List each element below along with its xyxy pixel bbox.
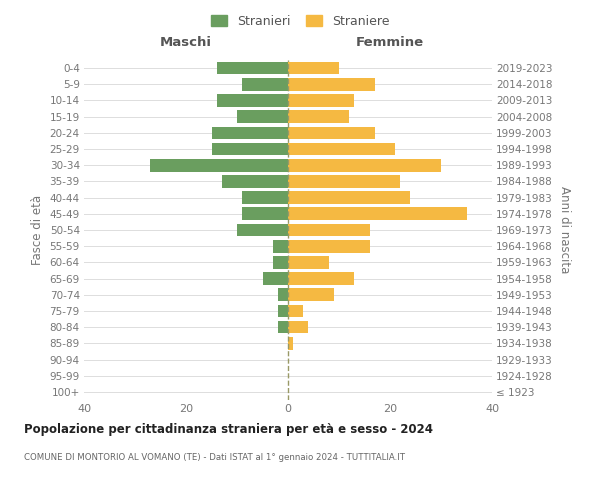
Text: COMUNE DI MONTORIO AL VOMANO (TE) - Dati ISTAT al 1° gennaio 2024 - TUTTITALIA.I: COMUNE DI MONTORIO AL VOMANO (TE) - Dati… (24, 452, 405, 462)
Bar (217, 94, 288, 107)
Bar (288, 175, 400, 188)
Bar (273, 256, 288, 268)
Bar (151, 159, 288, 172)
Bar (242, 192, 288, 204)
Bar (288, 321, 308, 334)
Bar (263, 272, 288, 285)
Bar (288, 78, 375, 90)
Bar (288, 224, 370, 236)
Bar (288, 240, 370, 252)
Bar (222, 175, 288, 188)
Bar (242, 78, 288, 90)
Y-axis label: Fasce di età: Fasce di età (31, 195, 44, 265)
Bar (288, 288, 334, 301)
Bar (217, 62, 288, 74)
Bar (278, 304, 288, 318)
Bar (237, 224, 288, 236)
Bar (288, 142, 395, 156)
Bar (288, 110, 349, 123)
Bar (288, 337, 293, 349)
Bar (273, 240, 288, 252)
Y-axis label: Anni di nascita: Anni di nascita (559, 186, 571, 274)
Text: Femmine: Femmine (356, 36, 424, 49)
Bar (212, 126, 288, 139)
Bar (242, 208, 288, 220)
Bar (278, 288, 288, 301)
Bar (288, 272, 355, 285)
Bar (288, 126, 375, 139)
Bar (288, 208, 467, 220)
Bar (212, 142, 288, 156)
Bar (288, 256, 329, 268)
Bar (288, 94, 355, 107)
Text: Popolazione per cittadinanza straniera per età e sesso - 2024: Popolazione per cittadinanza straniera p… (24, 422, 433, 436)
Text: Maschi: Maschi (160, 36, 212, 49)
Bar (278, 321, 288, 334)
Bar (288, 192, 410, 204)
Legend: Stranieri, Straniere: Stranieri, Straniere (207, 11, 393, 32)
Bar (237, 110, 288, 123)
Bar (288, 62, 339, 74)
Bar (288, 304, 304, 318)
Bar (288, 159, 441, 172)
